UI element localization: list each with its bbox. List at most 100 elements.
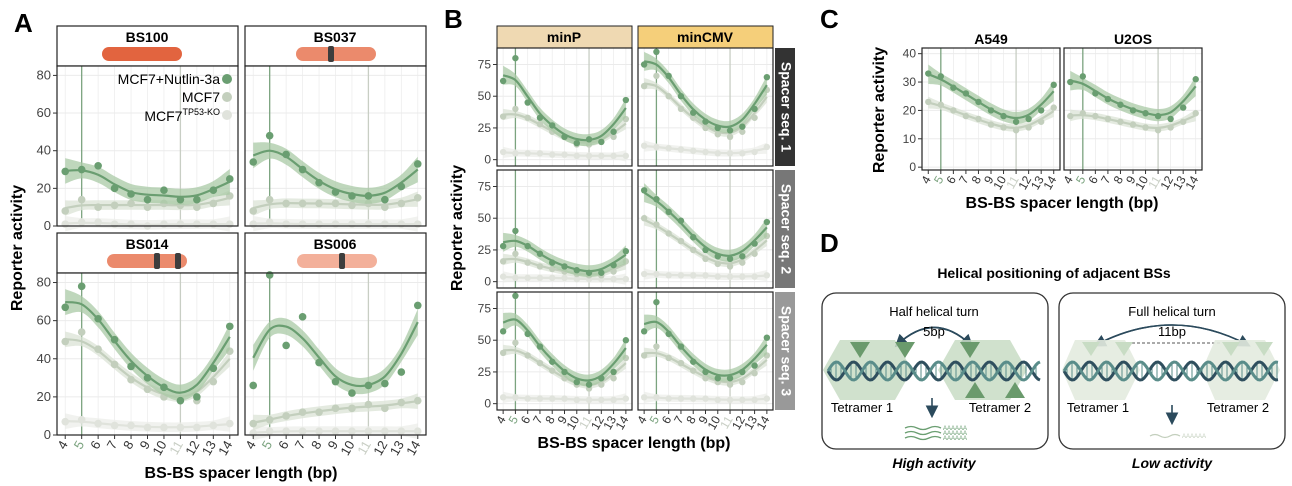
data-point-mcf7	[714, 131, 721, 138]
x-tick-label: 13	[1170, 173, 1189, 192]
data-point-ko	[585, 152, 593, 160]
data-point-mcf7	[665, 354, 672, 362]
legend-label-nutlin: MCF7+Nutlin-3a	[118, 71, 221, 87]
data-point-ko	[249, 220, 258, 228]
facet-minp-spacer-2: 0 25 50 75	[478, 169, 633, 289]
y-tick-label: 75	[478, 179, 492, 193]
data-point-nutlin	[160, 186, 168, 195]
data-point-mcf7	[665, 93, 672, 100]
data-point-nutlin	[573, 378, 580, 386]
data-point-ko	[726, 396, 734, 404]
data-point-nutlin	[536, 343, 544, 350]
data-point-nutlin	[653, 48, 660, 56]
data-point-nutlin	[176, 396, 185, 405]
data-point-nutlin	[561, 368, 568, 376]
confidence-band-nutlin	[503, 232, 626, 278]
panel-border	[496, 169, 633, 289]
data-point-nutlin	[665, 330, 672, 338]
data-point-nutlin	[77, 282, 86, 291]
data-point-mcf7	[524, 259, 531, 266]
poly-a-tail: AAAAAA	[1182, 434, 1206, 440]
data-point-ko	[413, 220, 422, 228]
y-tick-label: 50	[478, 333, 492, 347]
data-point-nutlin	[739, 368, 746, 376]
x-tick-label: 13	[1028, 173, 1047, 192]
x-tick-label: 5	[71, 438, 88, 452]
panel-letter-a: A	[14, 8, 33, 38]
data-point-nutlin	[1079, 73, 1087, 80]
data-point-ko	[315, 427, 323, 435]
data-point-nutlin	[381, 195, 389, 204]
data-point-mcf7	[653, 221, 660, 228]
col-title-a549: A549	[974, 31, 1008, 47]
data-point-nutlin	[499, 328, 507, 335]
data-point-ko	[763, 272, 771, 279]
data-point-nutlin	[622, 337, 630, 344]
x-tick-label: 11	[166, 438, 186, 457]
trend-line-nutlin	[252, 321, 419, 388]
data-point-nutlin	[315, 358, 323, 367]
data-point-mcf7	[315, 408, 323, 416]
data-point-ko	[598, 152, 605, 160]
data-point-mcf7	[282, 199, 290, 208]
data-point-ko	[298, 220, 307, 228]
x-tick-label: 12	[588, 413, 607, 432]
mrna-low: AAAAAA	[1149, 433, 1206, 440]
y-axis-title-c: Reporter activity	[871, 47, 888, 173]
data-point-mcf7	[127, 199, 135, 208]
data-point-nutlin	[348, 192, 356, 200]
row-title-spacer-2: Spacer seq. 2	[778, 184, 794, 274]
subunit-triangle	[1115, 342, 1133, 356]
data-point-nutlin	[397, 182, 406, 191]
data-point-mcf7	[536, 120, 544, 128]
data-point-nutlin	[1000, 112, 1007, 120]
data-point-mcf7	[702, 255, 709, 263]
y-axis-title-a: Reporter activity	[9, 185, 26, 311]
x-tick-label: 13	[600, 413, 619, 432]
data-point-ko	[524, 274, 531, 282]
data-point-mcf7	[1167, 124, 1174, 131]
arc-arrow	[1093, 324, 1249, 347]
data-point-ko	[331, 427, 340, 435]
y-tick-label: 0	[484, 397, 491, 411]
data-point-ko	[763, 143, 771, 151]
data-point-ko	[364, 220, 373, 228]
y-tick-label: 0	[909, 160, 916, 174]
data-point-ko	[512, 394, 519, 401]
data-point-nutlin	[726, 127, 734, 134]
data-point-nutlin	[987, 107, 995, 114]
data-point-mcf7	[653, 72, 660, 80]
facet-title-bs006: BS006	[314, 236, 357, 252]
x-tick-label: 13	[387, 438, 407, 458]
y-tick-label: 75	[478, 57, 492, 71]
panel-border	[637, 169, 774, 289]
data-point-nutlin	[524, 99, 531, 106]
data-point-nutlin	[499, 242, 507, 250]
data-point-ko	[110, 220, 119, 228]
x-tick-label: 13	[741, 413, 760, 432]
subunit-triangle	[1222, 342, 1240, 356]
data-point-mcf7	[315, 199, 323, 208]
y-tick-label: 75	[478, 301, 492, 315]
data-point-ko	[714, 396, 721, 404]
data-point-nutlin	[677, 93, 685, 100]
data-point-mcf7	[110, 201, 119, 210]
poly-a-tail: AAAAAA	[943, 436, 967, 442]
facet-title-bs037: BS037	[314, 29, 357, 45]
data-point-nutlin	[160, 383, 168, 392]
data-point-nutlin	[653, 195, 660, 203]
panel-d: Helical positioning of adjacent BSs Half…	[821, 265, 1286, 471]
data-point-mcf7	[265, 195, 274, 204]
data-point-nutlin	[348, 389, 356, 397]
data-point-mcf7	[1117, 118, 1124, 125]
data-point-nutlin	[512, 292, 519, 300]
data-point-nutlin	[598, 138, 605, 146]
data-point-mcf7	[298, 199, 307, 208]
site-mark	[328, 46, 334, 62]
mrna-high: AAAAAA AAAAAA AAAAAA	[904, 425, 967, 442]
data-point-nutlin	[665, 72, 672, 80]
data-point-nutlin	[751, 362, 758, 369]
confidence-band-nutlin	[65, 158, 230, 205]
data-point-nutlin	[950, 84, 957, 91]
